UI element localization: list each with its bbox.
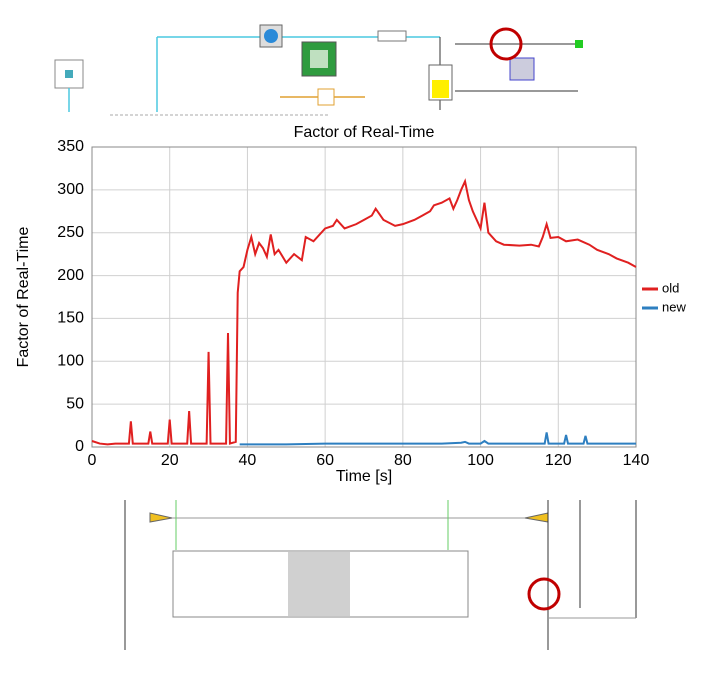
x-tick-label: 0	[88, 452, 97, 469]
x-tick-label: 120	[545, 452, 572, 469]
y-tick-label: 300	[57, 181, 84, 198]
x-axis-label: Time [s]	[336, 468, 392, 485]
x-tick-label: 20	[161, 452, 179, 469]
x-tick-label: 140	[623, 452, 650, 469]
x-tick-label: 80	[394, 452, 412, 469]
data-line	[239, 432, 636, 446]
y-tick-label: 150	[57, 310, 84, 327]
plot-frame	[91, 146, 637, 448]
chart-title: Factor of Real-Time	[294, 124, 435, 141]
plot-area	[91, 146, 637, 448]
y-tick-label: 0	[75, 438, 84, 455]
y-tick-label: 200	[57, 267, 84, 284]
data-line	[91, 178, 637, 446]
y-tick-label: 350	[57, 138, 84, 155]
x-tick-label: 40	[239, 452, 257, 469]
legend-label: old	[662, 280, 679, 295]
legend-label: new	[662, 299, 686, 314]
y-tick-label: 250	[57, 224, 84, 241]
y-tick-label: 50	[66, 395, 84, 412]
bottom-diagram	[124, 500, 637, 650]
y-axis-label: Factor of Real-Time	[15, 227, 32, 368]
top-diagram	[54, 24, 583, 116]
x-tick-label: 100	[467, 452, 494, 469]
y-tick-label: 100	[57, 353, 84, 370]
x-tick-label: 60	[316, 452, 334, 469]
